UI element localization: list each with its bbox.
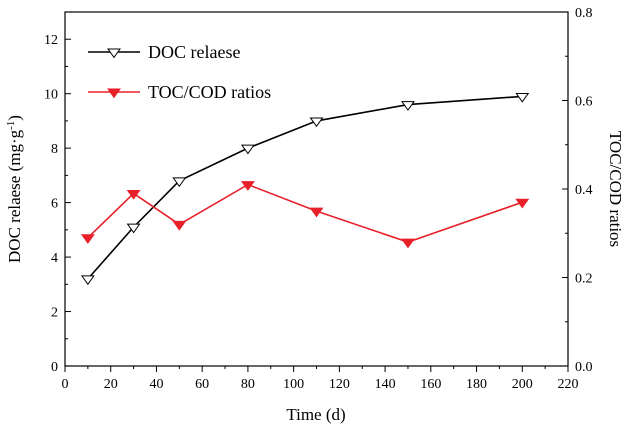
y-left-axis-title-close: ) (5, 115, 24, 121)
doc-data-point (515, 92, 530, 103)
x-tick-label: 140 (375, 377, 396, 392)
doc-data-point (400, 101, 415, 111)
y-left-axis-title-sup: -1 (5, 121, 17, 130)
x-tick-label: 0 (62, 377, 69, 392)
toc-cod-data-point (400, 238, 415, 249)
x-tick-label: 120 (329, 377, 350, 392)
toc-cod-data-point (309, 207, 324, 218)
y-left-tick-label: 8 (51, 142, 58, 157)
doc-data-point (240, 144, 255, 155)
x-tick-label: 180 (466, 377, 487, 392)
legend-toc-cod-marker (107, 88, 121, 99)
legend-toc-cod-label: TOC/COD ratios (148, 82, 271, 102)
y-right-tick-label: 0.6 (575, 95, 593, 110)
toc-cod-data-point (172, 220, 187, 231)
toc-cod-data-point (126, 189, 141, 200)
x-axis-title: Time (d) (286, 405, 345, 424)
series-layer (80, 92, 530, 286)
toc-cod-data-point (240, 181, 255, 191)
toc-cod-series-line (87, 183, 523, 243)
doc-data-point (126, 223, 141, 234)
x-tick-label: 40 (149, 377, 163, 392)
x-tick-label: 20 (104, 377, 118, 392)
y-left-axis-title: DOC relaese (mg·g-1) (5, 115, 24, 263)
y-right-tick-label: 0.0 (575, 360, 593, 375)
y-left-tick-label: 10 (44, 88, 58, 103)
y-right-tick-label: 0.2 (575, 272, 593, 287)
y-right-axis-title: TOC/COD ratios (606, 131, 625, 247)
y-left-tick-label: 6 (51, 197, 58, 212)
doc-data-point (172, 177, 187, 188)
x-tick-label: 60 (195, 377, 209, 392)
toc-cod-data-point (80, 234, 95, 244)
y-left-tick-label: 0 (51, 360, 58, 375)
y-right-tick-label: 0.8 (575, 6, 593, 21)
toc-cod-data-point (515, 198, 530, 209)
x-tick-label: 80 (241, 377, 255, 392)
x-tick-label: 220 (558, 377, 579, 392)
x-tick-label: 100 (283, 377, 304, 392)
doc-series-line (87, 95, 523, 280)
y-left-tick-label: 2 (51, 306, 58, 321)
x-tick-label: 160 (420, 377, 441, 392)
legend-doc-marker (107, 48, 121, 59)
legend-doc-label: DOC relaese (148, 42, 240, 62)
doc-data-point (80, 275, 95, 286)
y-left-tick-label: 12 (44, 33, 58, 48)
y-left-tick-label: 4 (51, 251, 58, 266)
y-left-axis-title-main: DOC relaese (mg·g (5, 129, 24, 263)
y-right-tick-label: 0.4 (575, 183, 593, 198)
tick-labels: 0 20 40 60 80 100 120 140 160 180 200 220 0 2 4 6 8 10 12 0… (44, 6, 593, 392)
plot-frame (64, 11, 569, 367)
tick-marks (64, 11, 569, 372)
doc-data-point (309, 117, 324, 128)
x-tick-label: 200 (512, 377, 533, 392)
legend: DOC relaese TOC/COD ratios (88, 42, 271, 102)
